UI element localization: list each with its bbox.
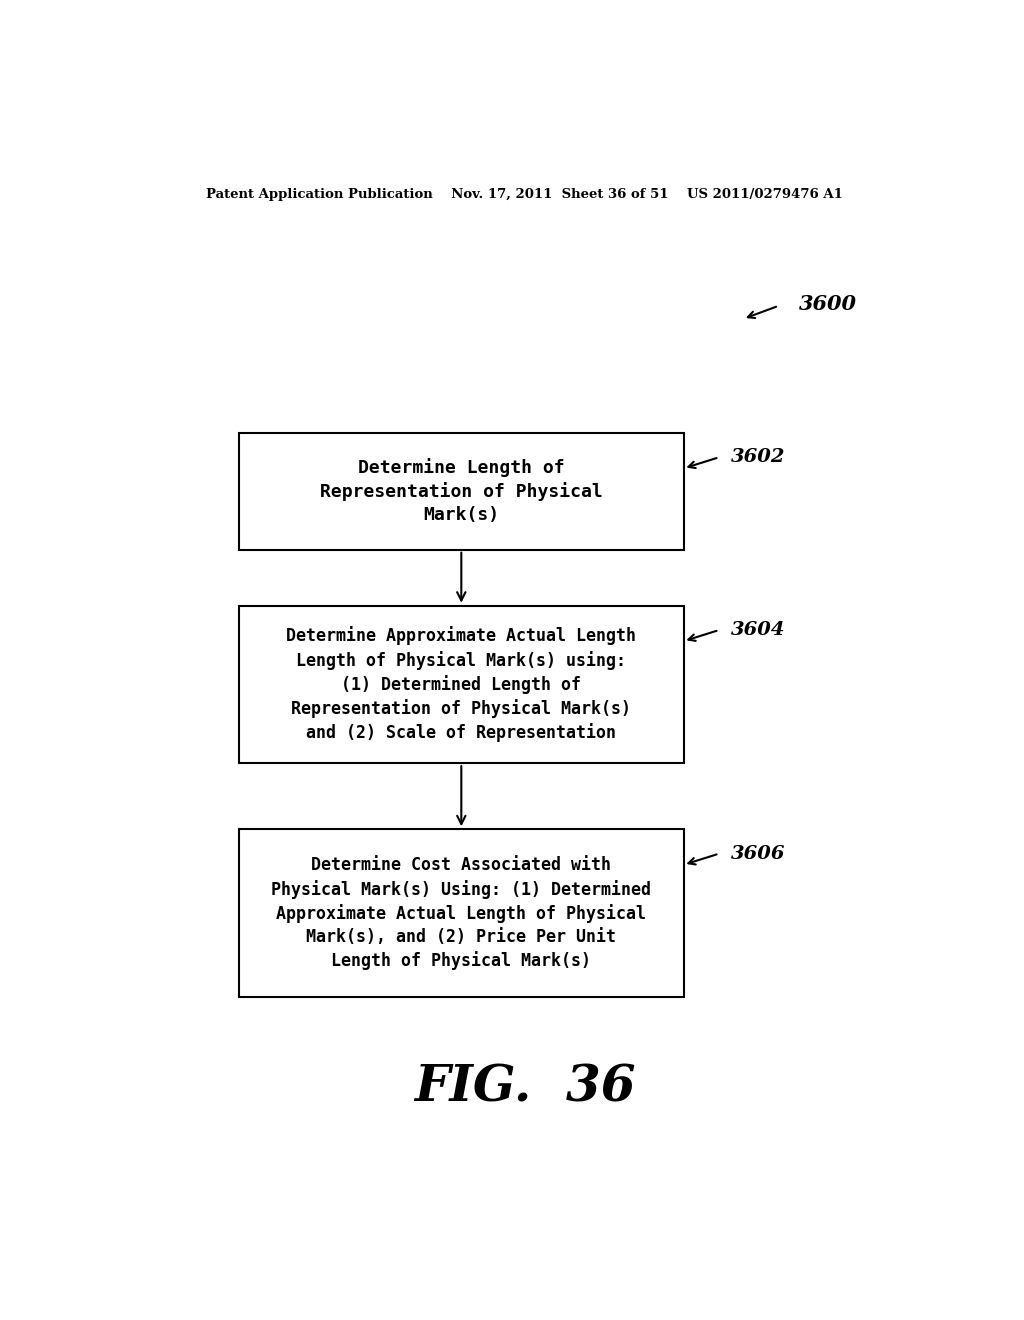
Text: Determine Length of
Representation of Physical
Mark(s): Determine Length of Representation of Ph… bbox=[319, 458, 603, 524]
Text: 3600: 3600 bbox=[799, 294, 857, 314]
FancyBboxPatch shape bbox=[240, 606, 684, 763]
FancyBboxPatch shape bbox=[240, 829, 684, 997]
Text: Determine Cost Associated with
Physical Mark(s) Using: (1) Determined
Approximat: Determine Cost Associated with Physical … bbox=[271, 857, 651, 970]
Text: 3602: 3602 bbox=[731, 449, 785, 466]
Text: FIG.  36: FIG. 36 bbox=[414, 1064, 636, 1113]
Text: Patent Application Publication    Nov. 17, 2011  Sheet 36 of 51    US 2011/02794: Patent Application Publication Nov. 17, … bbox=[207, 189, 843, 202]
Text: 3606: 3606 bbox=[731, 845, 785, 862]
Text: 3604: 3604 bbox=[731, 620, 785, 639]
Text: Determine Approximate Actual Length
Length of Physical Mark(s) using:
(1) Determ: Determine Approximate Actual Length Leng… bbox=[287, 627, 636, 742]
FancyBboxPatch shape bbox=[240, 433, 684, 549]
